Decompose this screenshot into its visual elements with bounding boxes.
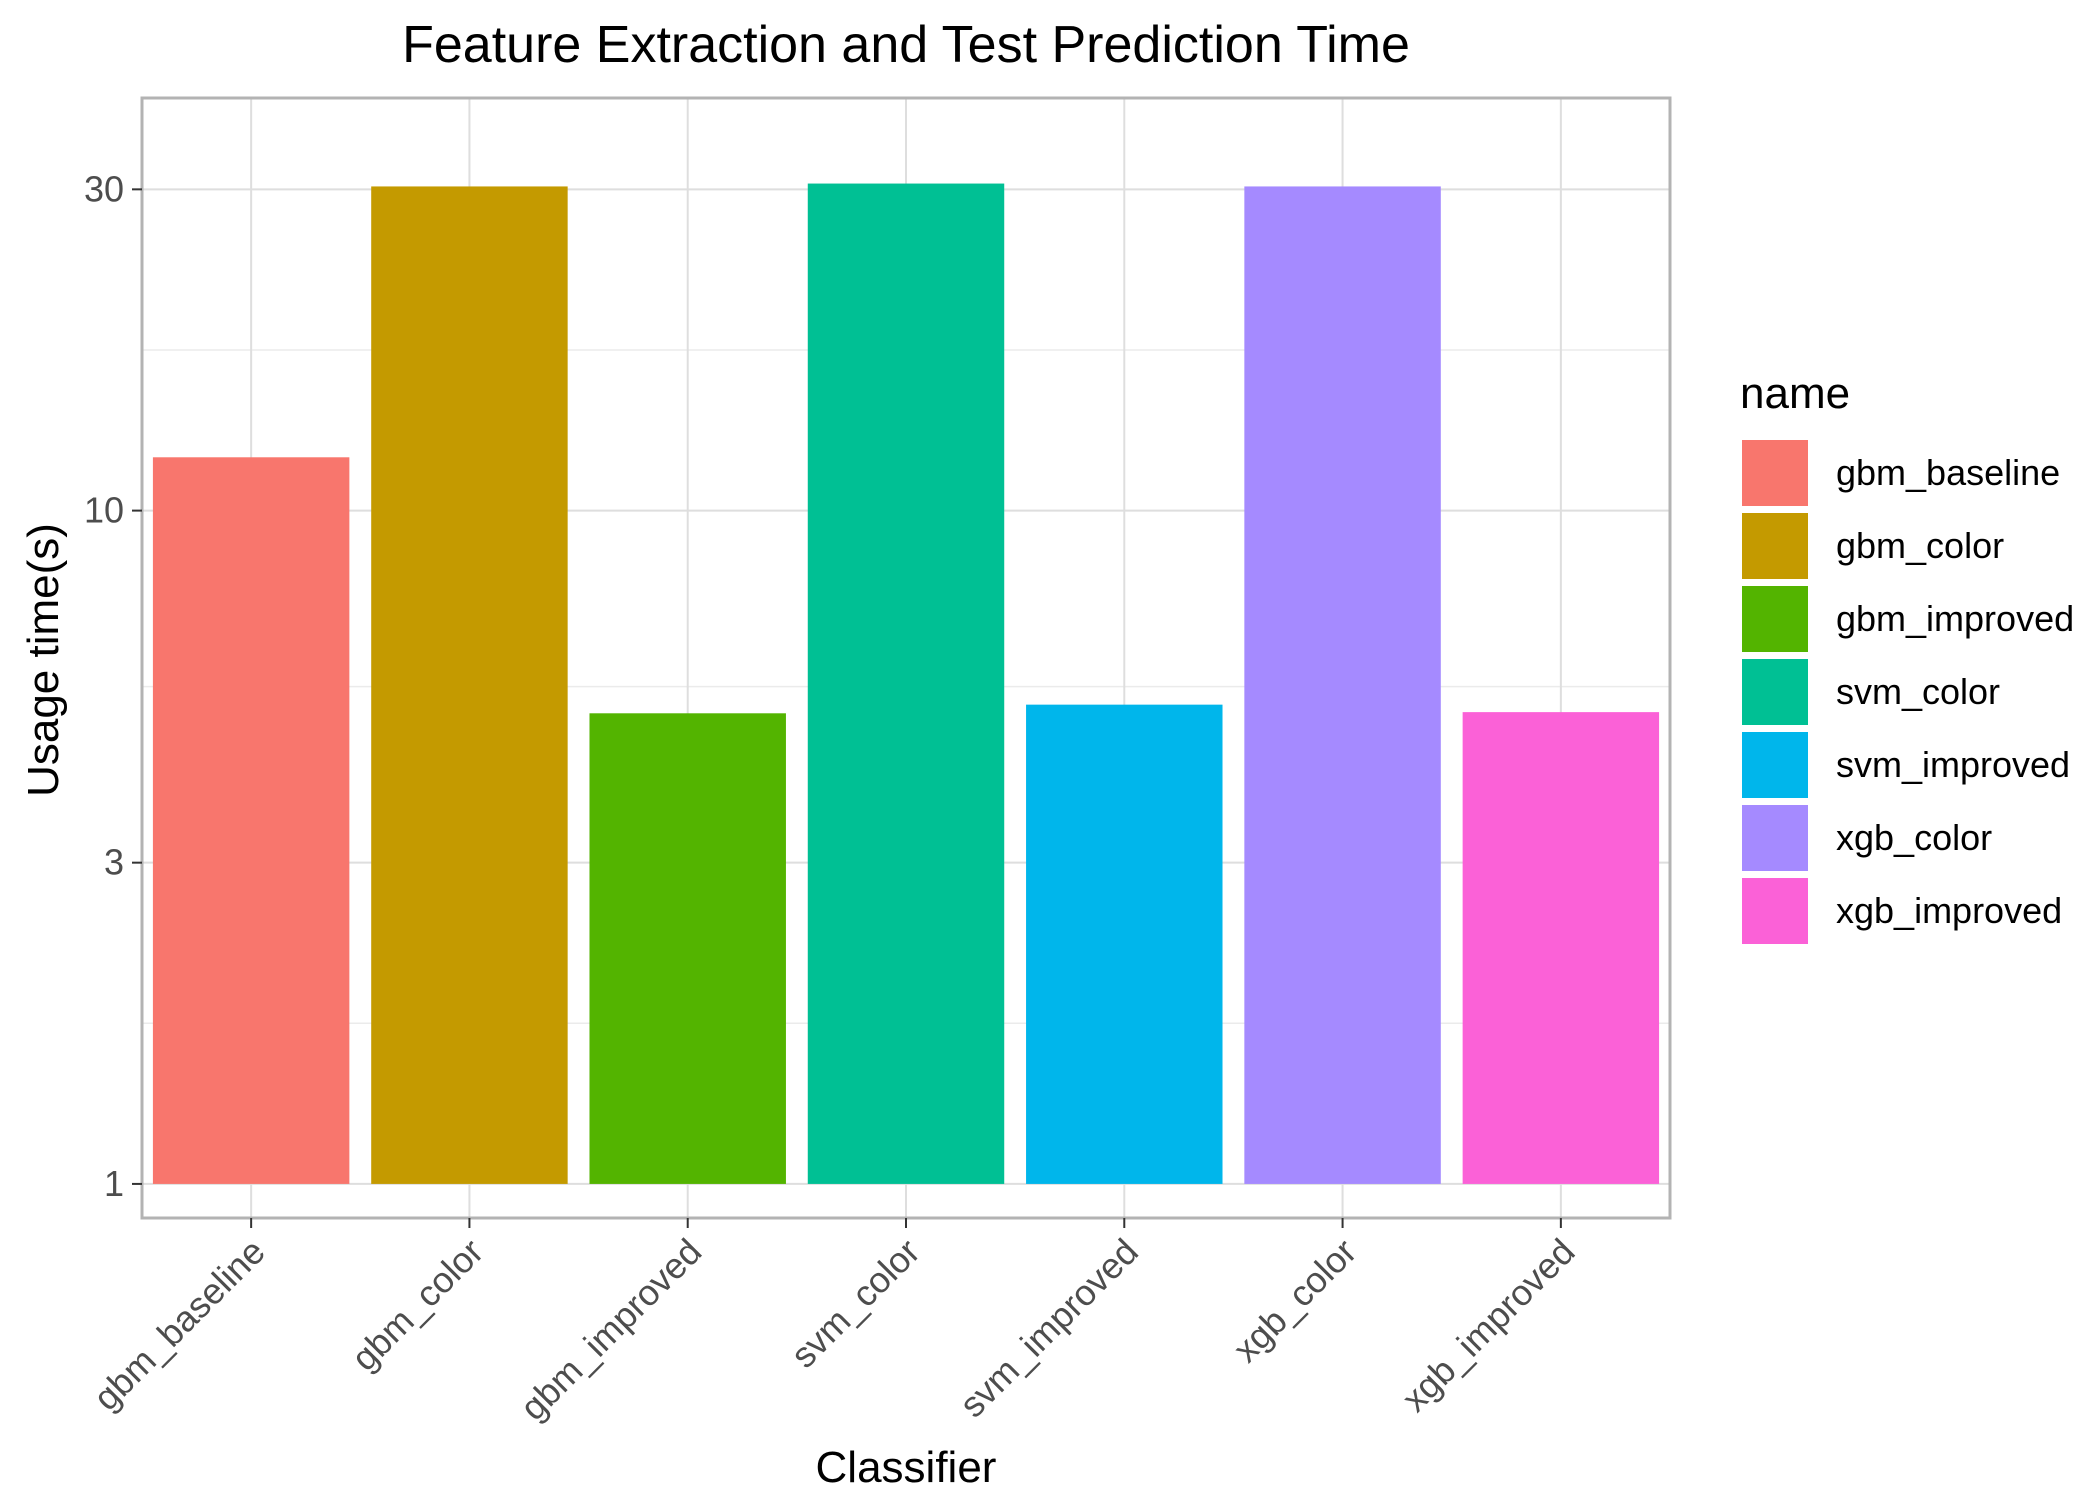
y-tick-label: 3: [104, 842, 124, 883]
legend-label: xgb_color: [1836, 817, 1992, 858]
legend-key-gbm_improved: [1742, 586, 1808, 652]
x-tick-label: gbm_color: [343, 1231, 491, 1379]
y-tick-label: 10: [84, 490, 124, 531]
legend-label: svm_improved: [1836, 744, 2070, 785]
bar-svm_improved: [1026, 704, 1223, 1184]
chart-title: Feature Extraction and Test Prediction T…: [402, 16, 1410, 74]
y-tick-label: 30: [84, 168, 124, 209]
legend-label: gbm_color: [1836, 525, 2004, 566]
x-tick-label: gbm_baseline: [85, 1231, 272, 1418]
legend-key-gbm_baseline: [1742, 440, 1808, 506]
legend-label: gbm_improved: [1836, 598, 2074, 639]
bars: [152, 183, 1660, 1184]
legend-key-svm_color: [1742, 659, 1808, 725]
x-tick-label: xgb_color: [1225, 1231, 1364, 1370]
x-axis-title: Classifier: [816, 1443, 997, 1492]
legend-key-xgb_color: [1742, 805, 1808, 871]
bar-svm_color: [807, 183, 1005, 1184]
legend-label: xgb_improved: [1836, 890, 2062, 931]
x-tick-label: xgb_improved: [1394, 1231, 1583, 1420]
x-tick-label: svm_improved: [951, 1231, 1146, 1426]
bar-xgb_color: [1244, 186, 1441, 1184]
x-tick-label: svm_color: [783, 1231, 928, 1376]
bar-gbm_improved: [589, 713, 786, 1184]
bar-xgb_improved: [1462, 712, 1660, 1184]
y-axis-title: Usage time(s): [19, 523, 68, 797]
legend-key-svm_improved: [1742, 732, 1808, 798]
y-tick-label: 1: [104, 1163, 124, 1204]
legend-title: name: [1740, 369, 1850, 418]
legend-label: svm_color: [1836, 671, 2000, 712]
bar-gbm_color: [371, 186, 568, 1184]
x-tick-label: gbm_improved: [512, 1231, 709, 1428]
bar-gbm_baseline: [152, 457, 350, 1184]
legend-key-gbm_color: [1742, 513, 1808, 579]
legend: name gbm_baseline gbm_color gbm_improvedsv…: [1740, 369, 2074, 944]
legend-label: gbm_baseline: [1836, 452, 2060, 493]
legend-key-xgb_improved: [1742, 878, 1808, 944]
